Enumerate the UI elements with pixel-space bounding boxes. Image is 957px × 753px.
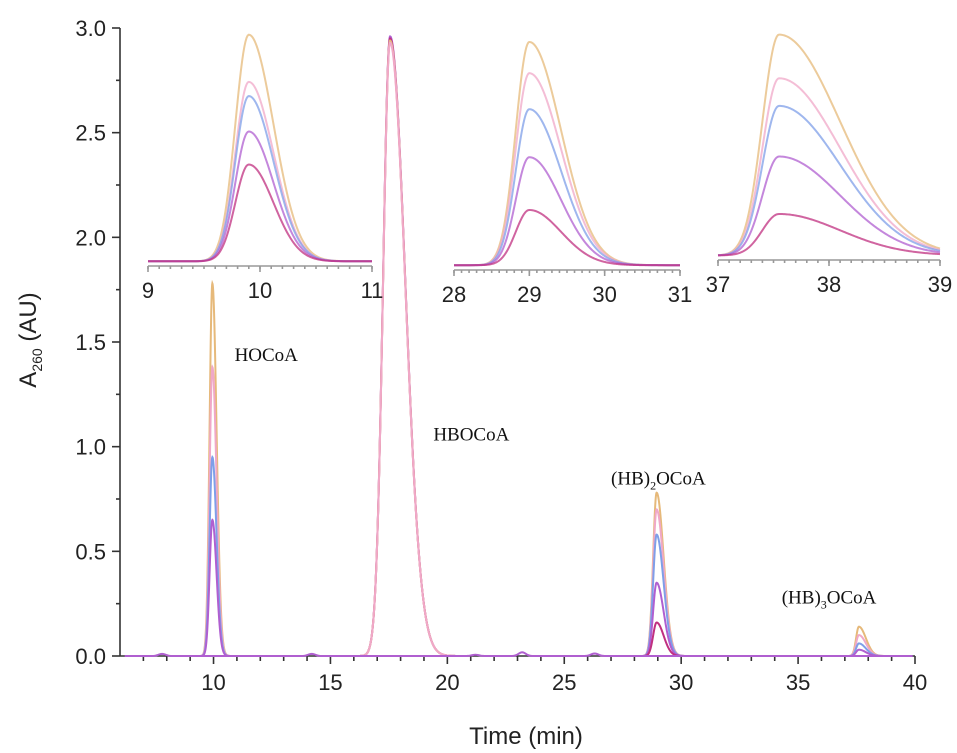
peak-labels: HOCoA HBOCoA (HB)2OCoA (HB)3OCoA [235,345,877,612]
x-tick-label: 25 [552,670,576,695]
inset-tick-label: 39 [928,272,952,297]
y-axis-title: A260 (AU) [15,292,45,387]
y-tick-label: 3.0 [75,16,106,41]
x-tick-label: 35 [786,670,810,695]
chromatogram-trace [354,35,466,657]
y-tick-label: 2.0 [75,225,106,250]
inset-trace [717,212,941,257]
y-tick-label: 0.5 [75,539,106,564]
inset-tick-label: 28 [442,282,466,307]
chromatogram-trace [354,39,466,657]
inset-tick-label: 10 [248,278,272,303]
main-plot: 0.0 0.5 1.0 1.5 2.0 2.5 3.0 10 15 20 25 30 35 40 [75,16,927,695]
inset-tick-label: 31 [668,282,692,307]
inset-trace [148,163,372,263]
inset-plot: 28 29 30 31 [442,40,692,307]
inset-tick-label: 9 [142,278,154,303]
inset-trace [717,33,941,257]
inset-trace [717,104,941,257]
inset-trace [717,155,941,257]
peak-label: HOCoA [235,345,299,366]
y-tick-label: 1.5 [75,330,106,355]
chromatogram-trace [354,37,466,657]
inset-plot: 37 38 39 [706,33,952,297]
peak-label: HBOCoA [433,424,509,445]
inset-trace [148,80,372,263]
y-tick-label: 0.0 [75,644,106,669]
inset-trace [148,95,372,263]
inset-tick-label: 37 [706,272,730,297]
y-tick-label: 1.0 [75,435,106,460]
y-tick-label: 2.5 [75,121,106,146]
chromatogram-trace [639,508,692,657]
inset-tick-label: 29 [517,282,541,307]
x-tick-label: 40 [903,670,927,695]
inset-tick-label: 11 [361,278,384,303]
inset-trace [148,33,372,263]
inset-plot: 9 10 11 [142,33,384,303]
x-axis-title: Time (min) [469,723,583,750]
inset-trace [717,77,941,257]
inset-trace [454,40,680,267]
peak-label: (HB)2OCoA [611,468,706,492]
peak-label: (HB)3OCoA [782,588,877,612]
inset-trace [454,208,680,267]
inset-plots: 9 10 11 28 29 30 31 37 38 39 [142,33,952,307]
x-tick-label: 15 [318,670,342,695]
x-tick-label: 20 [435,670,459,695]
inset-trace [148,130,372,263]
inset-trace [454,108,680,267]
chromatogram-trace [639,491,692,657]
inset-trace [454,72,680,267]
chromatogram-trace [354,41,466,657]
baseline-trace [124,651,913,657]
inset-tick-label: 30 [592,282,616,307]
x-tick-label: 10 [201,670,225,695]
x-tick-label: 30 [669,670,693,695]
inset-tick-label: 38 [817,272,841,297]
